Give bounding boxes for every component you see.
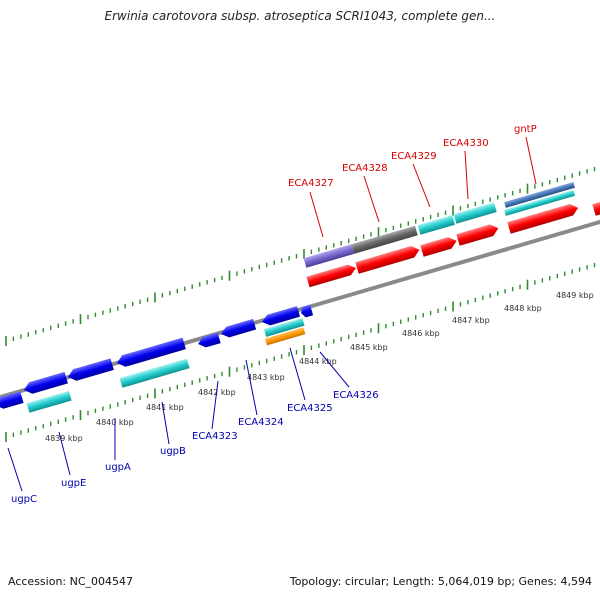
feature-shape[interactable] (26, 390, 72, 413)
reverse-leader-line (289, 347, 306, 401)
scale-label: 4849 kbp (556, 291, 594, 300)
feature-shape[interactable] (66, 358, 114, 382)
reverse-gene-arrow[interactable] (0, 391, 24, 410)
reverse-leader-line (7, 447, 23, 492)
feature-shape[interactable] (265, 327, 306, 346)
scale-label: 4843 kbp (247, 373, 285, 382)
feature-shape[interactable] (219, 318, 257, 339)
reverse-gene-label[interactable]: ECA4325 (287, 403, 333, 414)
reverse-gene-arrow[interactable] (115, 337, 186, 369)
reverse-gene-arrow[interactable] (22, 371, 68, 396)
reverse-gene-label[interactable]: ugpE (61, 478, 86, 489)
forward-leader-line (464, 150, 469, 200)
feature-box[interactable] (417, 215, 455, 235)
reverse-leader-line (161, 401, 170, 445)
feature-box[interactable] (351, 225, 418, 254)
forward-gene-arrow[interactable] (306, 263, 357, 288)
reverse-gene-label[interactable]: ECA4324 (238, 417, 284, 428)
feature-shape[interactable] (299, 304, 314, 319)
reverse-leader-line (58, 431, 71, 476)
reverse-leader-line (319, 351, 350, 388)
scale-label: 4847 kbp (452, 316, 490, 325)
feature-shape[interactable] (260, 306, 301, 327)
feature-shape[interactable] (263, 317, 305, 337)
forward-gene-label[interactable]: ECA4329 (391, 151, 437, 162)
forward-leader-line (363, 175, 380, 223)
reverse-gene-label[interactable]: ugpA (105, 462, 131, 473)
reverse-leader-line (245, 359, 258, 416)
scale-label: 4844 kbp (299, 357, 337, 366)
reverse-gene-arrow[interactable] (196, 332, 221, 350)
reverse-gene-arrow[interactable] (260, 306, 301, 327)
feature-shape[interactable] (303, 244, 355, 268)
feature-shape[interactable] (453, 202, 497, 224)
accession-text: Accession: NC_004547 (8, 575, 134, 588)
forward-gene-arrow[interactable] (507, 202, 579, 234)
tick-rings (5, 166, 596, 442)
forward-leader-line (309, 191, 324, 238)
forward-gene-label[interactable]: ECA4328 (342, 163, 388, 174)
reverse-gene-label[interactable]: ugpB (160, 446, 186, 457)
feature-box[interactable] (303, 244, 355, 268)
feature-box[interactable] (504, 189, 575, 216)
feature-shape[interactable] (504, 181, 575, 208)
forward-gene-label[interactable]: ECA4327 (288, 178, 334, 189)
forward-gene-arrow[interactable] (456, 222, 500, 246)
reverse-gene-label[interactable]: ECA4326 (333, 390, 379, 401)
feature-shape[interactable] (119, 358, 190, 388)
forward-leader-line (525, 136, 537, 185)
feature-box[interactable] (265, 327, 306, 346)
feature-box[interactable] (263, 317, 305, 337)
topology-text: Topology: circular; Length: 5,064,019 bp… (289, 575, 592, 588)
feature-shape[interactable] (306, 263, 357, 288)
forward-leader-line (412, 163, 431, 208)
feature-shape[interactable] (0, 391, 24, 410)
feature-shape[interactable] (196, 332, 221, 350)
reverse-gene-arrow[interactable] (66, 358, 114, 382)
forward-gene-label[interactable]: ECA4330 (443, 138, 489, 149)
feature-shape[interactable] (456, 222, 500, 246)
feature-shape[interactable] (420, 235, 458, 257)
scale-label: 4841 kbp (146, 403, 184, 412)
feature-box[interactable] (504, 181, 575, 208)
reverse-gene-label[interactable]: ECA4323 (192, 431, 238, 442)
feature-shape[interactable] (115, 337, 186, 369)
feature-shape[interactable] (417, 215, 455, 235)
scale-label: 4839 kbp (45, 434, 83, 443)
feature-box[interactable] (453, 202, 497, 224)
forward-gene-arrow[interactable] (355, 244, 421, 274)
scale-label: 4848 kbp (504, 304, 542, 313)
reverse-gene-arrow[interactable] (219, 318, 257, 339)
feature-shape[interactable] (351, 225, 418, 254)
scale-label: 4846 kbp (402, 329, 440, 338)
map-title: Erwinia carotovora subsp. atroseptica SC… (104, 9, 496, 23)
forward-gene-arrow[interactable] (420, 235, 458, 257)
reverse-leader-line (211, 380, 219, 430)
feature-shape[interactable] (355, 244, 421, 274)
forward-gene-label[interactable]: gntP (514, 124, 537, 135)
feature-shape[interactable] (592, 200, 600, 216)
feature-box[interactable] (592, 200, 600, 216)
reverse-gene-arrow[interactable] (299, 304, 314, 319)
feature-shape[interactable] (507, 202, 579, 234)
scale-label: 4845 kbp (350, 343, 388, 352)
reverse-gene-label[interactable]: ugpC (11, 494, 37, 505)
feature-shape[interactable] (504, 189, 575, 216)
feature-box[interactable] (26, 390, 72, 413)
feature-box[interactable] (119, 358, 190, 388)
feature-shape[interactable] (22, 371, 68, 396)
feature-track[interactable] (0, 181, 600, 413)
